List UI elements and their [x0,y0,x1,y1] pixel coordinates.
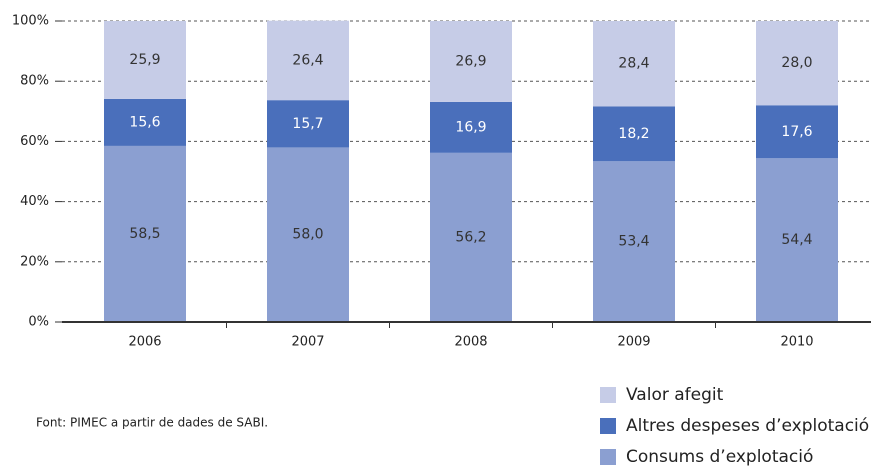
value-label: 53,4 [618,234,649,250]
value-label: 16,9 [455,119,486,135]
x-tick-label: 2008 [454,335,487,350]
source-note: Font: PIMEC a partir de dades de SABI. [36,416,268,430]
y-tick-label: 100% [12,14,49,29]
bar-segment [430,21,512,102]
x-tick-label: 2009 [617,335,650,350]
value-label: 58,5 [129,226,160,242]
bar-segment [104,98,186,146]
value-label: 54,4 [781,232,812,248]
legend-swatch [600,418,616,434]
value-label: 26,4 [292,52,323,68]
x-tick-label: 2006 [128,335,161,350]
bar-segment [267,147,349,322]
bar-segment [756,105,838,159]
bar-segment [430,152,512,322]
bar-segment [593,21,675,107]
bar-segment [267,100,349,148]
legend-label: Consums d’explotació [626,447,813,467]
value-label: 15,6 [129,114,160,130]
legend-swatch [600,449,616,465]
bar-segment [267,20,349,101]
y-tick-label: 40% [20,194,49,209]
legend-label: Altres despeses d’explotació [626,416,869,436]
value-label: 17,6 [781,124,812,140]
y-tick-label: 80% [20,74,49,89]
value-label: 58,0 [292,227,323,243]
bar-segment [104,145,186,322]
y-tick-label: 60% [20,134,49,149]
x-tick-label: 2010 [780,335,813,350]
x-tick-label: 2007 [291,335,324,350]
value-label: 56,2 [455,229,486,245]
bar-segment [756,21,838,106]
legend-label: Valor afegit [626,385,724,405]
bar-segment [756,158,838,322]
value-label: 15,7 [292,116,323,132]
bar-segment [104,21,186,99]
value-label: 28,4 [618,56,649,72]
value-label: 25,9 [129,52,160,68]
y-tick-label: 0% [28,315,49,330]
value-label: 28,0 [781,55,812,71]
bar-segment [430,101,512,153]
bar-segment [593,161,675,322]
value-label: 26,9 [455,53,486,69]
value-label: 18,2 [618,126,649,142]
bar-segment [593,106,675,162]
y-tick-label: 20% [20,254,49,269]
legend-swatch [600,387,616,403]
